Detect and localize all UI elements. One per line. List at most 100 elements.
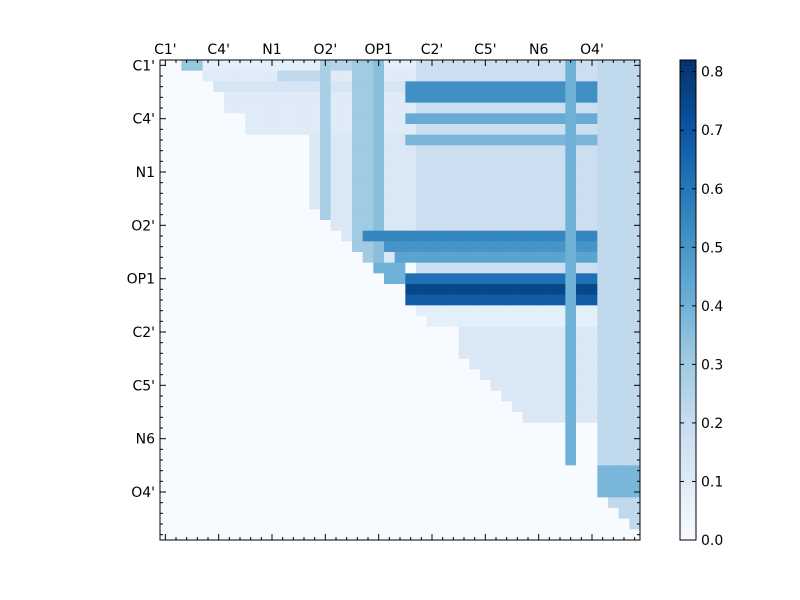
heatmap-cell <box>458 145 470 157</box>
heatmap-cell <box>256 252 268 264</box>
heatmap-cell <box>597 412 609 424</box>
heatmap-cell <box>480 486 492 498</box>
heatmap-cell <box>576 252 588 264</box>
heatmap-cell <box>405 81 417 93</box>
heatmap-cell <box>501 476 513 488</box>
heatmap-cell <box>554 220 566 232</box>
heatmap-cell <box>405 348 417 360</box>
heatmap-cell <box>405 444 417 456</box>
heatmap-cell <box>448 294 460 306</box>
heatmap-cell <box>490 476 502 488</box>
heatmap-cell <box>544 294 556 306</box>
heatmap-cell <box>245 316 257 328</box>
heatmap-cell <box>490 188 502 200</box>
heatmap-cell <box>298 412 310 424</box>
heatmap-cell <box>341 348 353 360</box>
heatmap-cell <box>234 81 246 93</box>
heatmap-cell <box>224 465 236 477</box>
heatmap-cell <box>437 124 449 136</box>
heatmap-cell <box>618 220 630 232</box>
heatmap-cell <box>405 198 417 210</box>
heatmap-cell <box>181 454 193 466</box>
heatmap-cell <box>288 465 300 477</box>
heatmap-cell <box>629 102 641 114</box>
heatmap-cell <box>576 305 588 317</box>
heatmap-cell <box>213 412 225 424</box>
heatmap-cell <box>320 508 332 520</box>
heatmap-cell <box>224 358 236 370</box>
heatmap-cell <box>448 337 460 349</box>
heatmap-cell <box>490 60 502 72</box>
heatmap-cell <box>405 337 417 349</box>
heatmap-cell <box>522 454 534 466</box>
heatmap-cell <box>373 284 385 296</box>
heatmap-cell <box>416 230 428 242</box>
heatmap-cell <box>416 326 428 338</box>
heatmap-cell <box>277 188 289 200</box>
heatmap-cell <box>554 188 566 200</box>
heatmap-cell <box>469 433 481 445</box>
heatmap-cell <box>309 497 321 509</box>
heatmap-cell <box>394 177 406 189</box>
heatmap-cell <box>192 177 204 189</box>
heatmap-cell <box>256 198 268 210</box>
heatmap-cell <box>224 316 236 328</box>
heatmap-cell <box>192 348 204 360</box>
heatmap-cell <box>554 529 566 541</box>
heatmap-cell <box>181 102 193 114</box>
heatmap-cell <box>384 433 396 445</box>
heatmap-cell <box>202 508 214 520</box>
heatmap-cell <box>618 465 630 477</box>
heatmap-cell <box>458 70 470 82</box>
heatmap-cell <box>533 380 545 392</box>
heatmap-cell <box>405 230 417 242</box>
heatmap-cell <box>341 198 353 210</box>
heatmap-cell <box>437 209 449 221</box>
heatmap-cell <box>565 145 577 157</box>
heatmap-cell <box>522 209 534 221</box>
heatmap-cell <box>554 433 566 445</box>
heatmap-cell <box>608 529 620 541</box>
heatmap-cell <box>629 252 641 264</box>
heatmap-cell <box>501 508 513 520</box>
heatmap-cell <box>437 508 449 520</box>
heatmap-cell <box>597 284 609 296</box>
heatmap-cell <box>362 294 374 306</box>
heatmap-cell <box>554 230 566 242</box>
heatmap-cell <box>533 422 545 434</box>
heatmap-cell <box>320 252 332 264</box>
heatmap-cell <box>224 209 236 221</box>
heatmap-cell <box>608 262 620 274</box>
heatmap-cell <box>480 358 492 370</box>
heatmap-cell <box>234 294 246 306</box>
heatmap-cell <box>288 508 300 520</box>
x-tick-label: N6 <box>529 42 548 58</box>
heatmap-cell <box>352 188 364 200</box>
heatmap-cell <box>330 476 342 488</box>
heatmap-cell <box>608 486 620 498</box>
heatmap-cell <box>394 390 406 402</box>
heatmap-cell <box>394 348 406 360</box>
heatmap-cell <box>298 92 310 104</box>
heatmap-cell <box>437 444 449 456</box>
heatmap-cell <box>512 284 524 296</box>
heatmap-cell <box>426 380 438 392</box>
heatmap-cell <box>202 316 214 328</box>
heatmap-cell <box>458 241 470 253</box>
heatmap-cell <box>522 177 534 189</box>
heatmap-cell <box>469 454 481 466</box>
heatmap-cell <box>576 390 588 402</box>
colorbar-tick-label: 0.6 <box>701 182 723 198</box>
heatmap-cell <box>469 358 481 370</box>
heatmap-cell <box>586 316 598 328</box>
heatmap-cell <box>586 380 598 392</box>
heatmap-cell <box>576 273 588 285</box>
heatmap-cell <box>448 401 460 413</box>
heatmap-cell <box>245 518 257 530</box>
heatmap-cell <box>416 124 428 136</box>
heatmap-cell <box>522 273 534 285</box>
heatmap-cell <box>373 124 385 136</box>
heatmap-cell <box>629 316 641 328</box>
heatmap-cell <box>352 444 364 456</box>
heatmap-cell <box>245 166 257 178</box>
